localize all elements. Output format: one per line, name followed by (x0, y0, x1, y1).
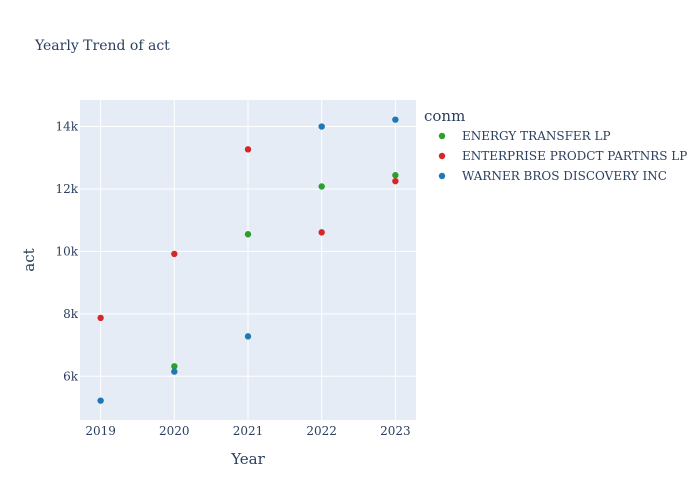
x-tick-label: 2023 (380, 424, 411, 438)
legend: conm ENERGY TRANSFER LP ENTERPRISE PRODCT… (424, 107, 687, 183)
series-2 (97, 116, 399, 404)
y-tick-label: 6k (63, 369, 79, 383)
y-tick-label: 12k (55, 182, 78, 196)
series-0 (171, 172, 399, 370)
legend-label: ENTERPRISE PRODCT PARTNRS LP (462, 149, 687, 163)
x-axis-ticks: 2019 2020 2021 2022 2023 (85, 424, 410, 438)
x-axis-title: Year (230, 450, 265, 468)
y-tick-label: 10k (55, 244, 78, 258)
data-point (244, 231, 252, 238)
x-tick-label: 2020 (159, 424, 190, 438)
data-point (171, 250, 178, 258)
x-tick-label: 2022 (306, 424, 337, 438)
data-point (244, 146, 252, 153)
chart-title: Yearly Trend of act (34, 38, 170, 54)
y-tick-label: 8k (63, 307, 79, 321)
data-point (392, 177, 399, 185)
data-point (244, 333, 252, 340)
data-point (171, 363, 178, 370)
gridlines (80, 100, 416, 420)
data-point (392, 172, 399, 179)
legend-marker (438, 172, 446, 180)
data-point (392, 116, 399, 123)
y-axis-ticks: 6k 8k 10k 12k 14k (55, 120, 78, 384)
legend-title: conm (424, 107, 465, 125)
legend-marker (438, 152, 446, 160)
legend-label: WARNER BROS DISCOVERY INC (462, 169, 667, 183)
data-point (318, 183, 325, 190)
data-point (318, 229, 325, 236)
data-point (97, 397, 104, 404)
data-point (171, 368, 178, 375)
data-points (97, 116, 399, 404)
x-tick-label: 2021 (233, 424, 264, 438)
legend-marker (438, 132, 446, 140)
data-point (97, 314, 104, 322)
legend-label: ENERGY TRANSFER LP (462, 129, 611, 143)
series-1 (97, 146, 399, 322)
y-axis-title: act (20, 248, 38, 271)
data-point (318, 123, 325, 130)
y-tick-label: 14k (55, 120, 78, 134)
x-tick-label: 2019 (85, 424, 116, 438)
